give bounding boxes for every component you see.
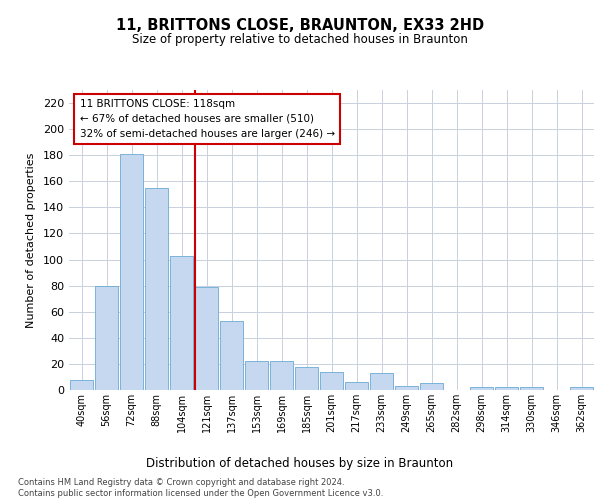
Bar [420,384,443,390]
Bar [520,388,543,390]
Text: 11, BRITTONS CLOSE, BRAUNTON, EX33 2HD: 11, BRITTONS CLOSE, BRAUNTON, EX33 2HD [116,18,484,32]
Text: 11 BRITTONS CLOSE: 118sqm
← 67% of detached houses are smaller (510)
32% of semi: 11 BRITTONS CLOSE: 118sqm ← 67% of detac… [79,99,335,138]
Bar [570,388,593,390]
Bar [395,386,418,390]
Bar [145,188,168,390]
Text: Size of property relative to detached houses in Braunton: Size of property relative to detached ho… [132,32,468,46]
Bar [345,382,368,390]
Bar [370,373,393,390]
Text: Distribution of detached houses by size in Braunton: Distribution of detached houses by size … [146,458,454,470]
Bar [120,154,143,390]
Bar [170,256,193,390]
Bar [70,380,93,390]
Bar [470,388,493,390]
Bar [95,286,118,390]
Bar [320,372,343,390]
Bar [245,362,268,390]
Bar [295,366,318,390]
Bar [495,388,518,390]
Y-axis label: Number of detached properties: Number of detached properties [26,152,36,328]
Bar [195,287,218,390]
Text: Contains HM Land Registry data © Crown copyright and database right 2024.
Contai: Contains HM Land Registry data © Crown c… [18,478,383,498]
Bar [220,321,243,390]
Bar [270,362,293,390]
